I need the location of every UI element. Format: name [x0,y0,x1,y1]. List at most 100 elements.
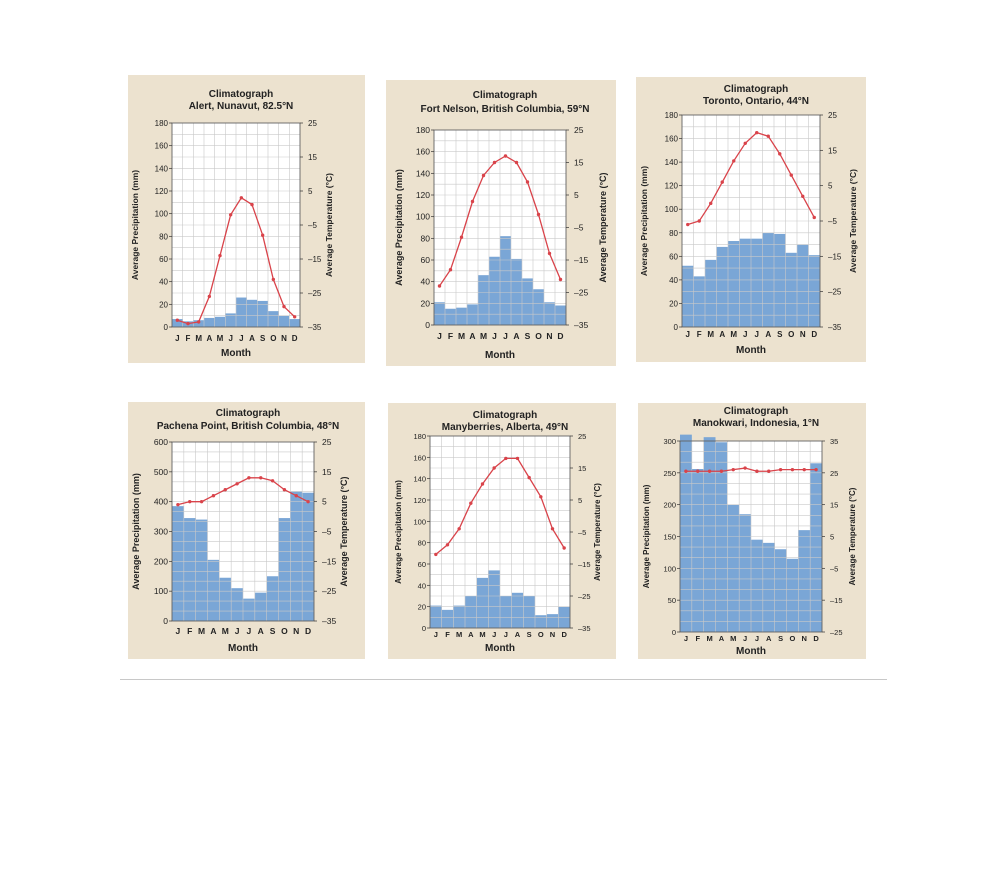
month-label: J [492,331,497,341]
temp-tick-label: –5 [574,223,584,233]
month-label: M [479,630,485,639]
precip-tick-label: 100 [663,564,676,573]
precip-tick-label: 160 [416,147,430,157]
temp-point-11 [812,215,816,220]
precip-tick-label: 500 [154,467,168,477]
temp-point-10 [294,494,298,498]
precip-bar-j-0 [430,605,442,628]
temp-point-4 [731,467,735,472]
precip-bar-m-4 [478,275,489,325]
precip-bar-n-10 [290,491,303,621]
month-label: M [198,626,205,636]
chart-title: Climatograph [216,408,280,419]
temp-point-0 [686,222,690,227]
temp-point-0 [437,284,442,288]
temp-point-9 [789,173,793,177]
month-label: M [456,630,462,639]
climatograph-panel-alert: 0 20 40 60 80 100 120 140 160 180 –35 –25 –15 –5 5 15 25… [128,75,365,363]
precip-bar-j-6 [500,236,511,325]
temp-point-5 [228,213,233,217]
month-label: J [247,626,252,636]
page-divider [120,679,887,680]
precip-tick-label: 20 [421,298,431,308]
temp-point-2 [707,469,712,473]
month-label: N [802,634,807,643]
month-label: J [503,331,508,341]
temp-point-11 [562,546,566,550]
month-label: O [788,330,794,339]
precip-tick-label: 150 [663,533,676,542]
month-label: J [176,626,181,636]
month-label: J [684,634,688,643]
month-label: A [249,334,255,343]
precip-tick-label: 60 [418,560,426,569]
temp-tick-label: –35 [308,323,322,332]
temp-tick-label: –15 [828,252,842,261]
month-label: S [527,630,532,639]
temperature-line [435,457,565,555]
precip-bar-f-1 [183,518,196,621]
temp-point-2 [457,527,461,531]
precip-bar-a-3 [467,304,478,325]
y-axis-title-left: Average Precipitation (mm) [642,484,651,588]
temp-point-11 [558,277,563,282]
precip-bar-n-10 [797,244,809,327]
temp-tick-label: –35 [574,320,588,330]
y-axis-title-right: Average Temperature (°C) [848,487,857,585]
month-label: O [538,630,544,639]
precip-tick-label: 180 [416,125,430,135]
y-axis-title-left: Average Precipitation (mm) [131,473,141,590]
precip-bar-o-9 [278,518,291,621]
month-label: S [777,330,783,339]
precip-bar-m-2 [453,605,465,628]
climatograph-panel-manyberries: 0 20 40 60 80 100 120 140 160 180 –35 –25 –15 –5 5 15 25… [388,403,616,659]
chart-subtitle: Alert, Nunavut, 82.5°N [189,101,294,112]
precip-tick-label: 120 [413,496,426,505]
temp-point-4 [732,159,736,163]
precip-bar-j-0 [434,302,445,325]
chart-title: Climatograph [209,89,273,100]
precip-bar-m-2 [456,307,467,325]
precip-tick-label: 0 [674,323,679,332]
temp-tick-label: –15 [574,255,588,265]
chart-title: Climatograph [724,406,788,417]
month-label: A [469,331,475,341]
temp-point-2 [199,499,204,504]
temp-point-8 [270,479,275,483]
month-label: M [707,330,714,339]
temp-tick-label: 25 [830,469,838,478]
precip-tick-label: 80 [669,229,678,238]
precip-bar-d-11 [289,319,300,327]
temp-point-7 [514,160,519,165]
y-axis-title-left: Average Precipitation (mm) [130,170,140,280]
temp-point-11 [306,499,310,504]
chart-svg: 0 20 40 60 80 100 120 140 160 180 –35 –25 –15 –5 5 15 25… [130,89,334,359]
temp-point-10 [282,304,286,309]
month-label: J [743,330,747,339]
precip-bar-d-11 [808,255,820,327]
temp-point-0 [684,469,688,473]
precip-tick-label: 120 [665,182,679,191]
month-label: M [458,331,465,341]
precip-tick-label: 100 [154,586,168,596]
month-label: F [186,334,191,343]
temp-tick-label: 5 [578,496,582,505]
precip-tick-label: 100 [416,212,430,222]
temp-point-8 [778,152,782,156]
precip-tick-label: 100 [665,205,679,214]
precip-bar-o-9 [786,558,799,632]
temp-point-6 [239,196,244,200]
precip-bar-o-9 [535,615,547,628]
precip-tick-label: 250 [663,469,676,478]
chart-title: Climatograph [473,410,537,421]
precip-tick-label: 180 [155,119,169,128]
temp-tick-label: –25 [574,288,588,298]
month-label: J [437,331,442,341]
month-label: F [445,630,450,639]
month-label: A [206,334,212,343]
temp-point-5 [492,466,496,470]
temp-point-4 [480,482,485,486]
month-label: S [778,634,783,643]
